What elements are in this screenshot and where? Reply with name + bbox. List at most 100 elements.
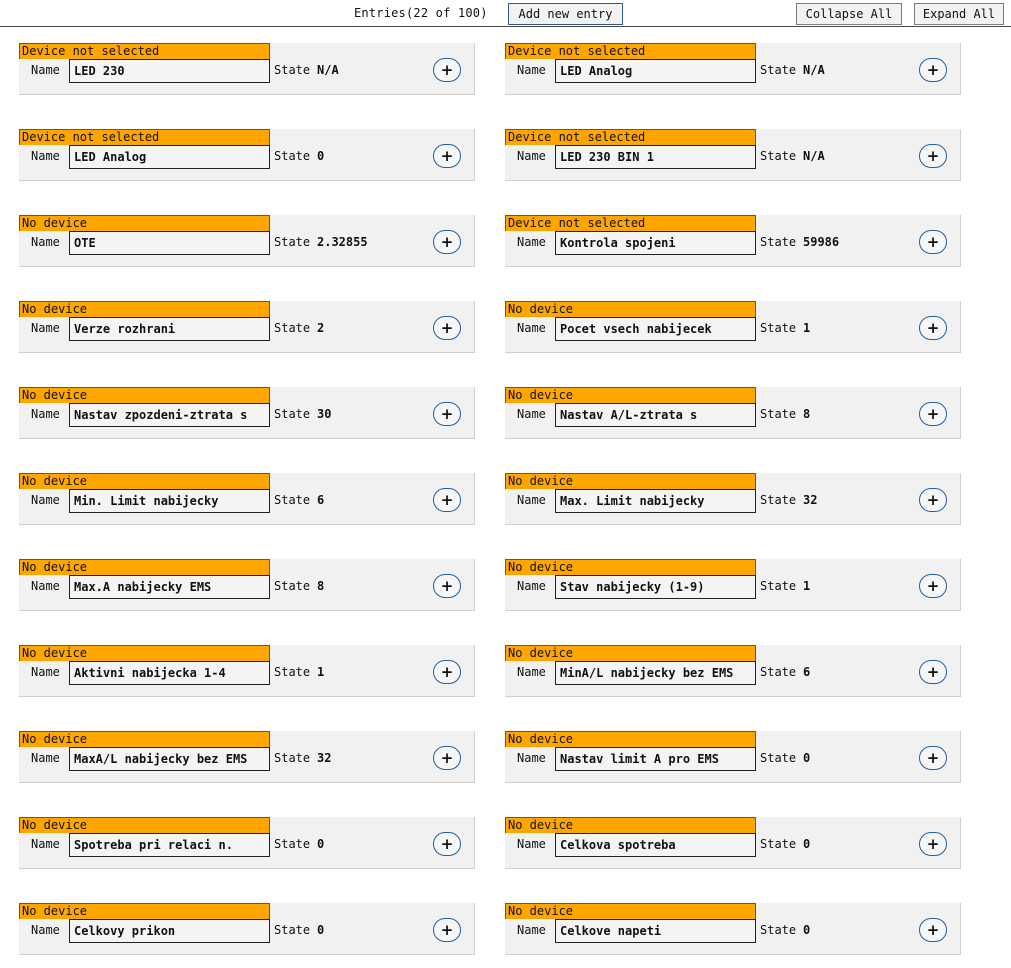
entry-card: No device Name State 32 + [19, 731, 475, 783]
state-value: 0 [317, 923, 325, 937]
entry-name-input[interactable] [555, 231, 756, 255]
plus-icon: + [926, 232, 940, 251]
entries-count-label: Entries(22 of 100) [354, 6, 488, 20]
state-label: State [760, 63, 797, 77]
entry-name-input[interactable] [69, 919, 270, 943]
entry-card: No device Name State 1 + [505, 559, 961, 611]
expand-entry-button[interactable]: + [919, 660, 947, 684]
name-label: Name [31, 751, 60, 765]
name-label: Name [517, 751, 546, 765]
expand-entry-button[interactable]: + [919, 230, 947, 254]
expand-entry-button[interactable]: + [433, 144, 461, 168]
device-status-bar: No device [505, 387, 756, 403]
state-value: 2 [317, 321, 325, 335]
expand-entry-button[interactable]: + [433, 488, 461, 512]
expand-entry-button[interactable]: + [433, 402, 461, 426]
expand-entry-button[interactable]: + [433, 832, 461, 856]
state-value: 8 [317, 579, 325, 593]
entry-card: No device Name State 0 + [505, 731, 961, 783]
expand-all-button[interactable]: Expand All [914, 3, 1004, 25]
expand-entry-button[interactable]: + [433, 746, 461, 770]
entry-name-input[interactable] [555, 403, 756, 427]
plus-icon: + [926, 490, 940, 509]
entry-card: Device not selected Name State N/A + [505, 129, 961, 181]
name-label: Name [517, 63, 546, 77]
entry-name-input[interactable] [555, 747, 756, 771]
entry-name-input[interactable] [555, 59, 756, 83]
device-status-bar: No device [19, 645, 270, 661]
device-status-bar: No device [19, 731, 270, 747]
entry-name-input[interactable] [555, 317, 756, 341]
state-label: State [274, 493, 311, 507]
state-value: 32 [317, 751, 332, 765]
entry-name-input[interactable] [69, 747, 270, 771]
state-label: State [760, 407, 797, 421]
expand-entry-button[interactable]: + [919, 746, 947, 770]
entry-name-input[interactable] [555, 145, 756, 169]
device-status-bar: No device [19, 387, 270, 403]
expand-entry-button[interactable]: + [919, 58, 947, 82]
expand-entry-button[interactable]: + [919, 832, 947, 856]
entry-name-input[interactable] [555, 575, 756, 599]
name-label: Name [517, 923, 546, 937]
expand-entry-button[interactable]: + [433, 918, 461, 942]
entry-card: No device Name State 30 + [19, 387, 475, 439]
name-label: Name [31, 63, 60, 77]
expand-entry-button[interactable]: + [433, 660, 461, 684]
expand-entry-button[interactable]: + [433, 230, 461, 254]
expand-entry-button[interactable]: + [919, 402, 947, 426]
expand-entry-button[interactable]: + [919, 316, 947, 340]
entry-card: No device Name State 0 + [19, 903, 475, 955]
entry-card: No device Name State 0 + [19, 817, 475, 869]
expand-entry-button[interactable]: + [919, 144, 947, 168]
expand-entry-button[interactable]: + [433, 58, 461, 82]
plus-icon: + [440, 318, 454, 337]
expand-entry-button[interactable]: + [433, 574, 461, 598]
name-label: Name [31, 407, 60, 421]
entry-name-input[interactable] [555, 833, 756, 857]
state-value: 0 [803, 837, 811, 851]
state-value: 1 [803, 579, 811, 593]
entry-name-input[interactable] [69, 833, 270, 857]
device-status-bar: No device [19, 559, 270, 575]
state-value: 0 [317, 837, 325, 851]
entry-name-input[interactable] [69, 403, 270, 427]
entry-name-input[interactable] [69, 317, 270, 341]
entry-name-input[interactable] [69, 661, 270, 685]
device-status-bar: No device [19, 473, 270, 489]
device-status-bar: No device [505, 301, 756, 317]
plus-icon: + [926, 576, 940, 595]
state-value: 6 [317, 493, 325, 507]
state-label: State [760, 751, 797, 765]
state-value: 30 [317, 407, 332, 421]
state-value: 59986 [803, 235, 840, 249]
toolbar: Entries(22 of 100) Add new entry Collaps… [0, 0, 1011, 27]
device-status-bar: No device [19, 817, 270, 833]
state-value: 1 [317, 665, 325, 679]
state-label: State [274, 579, 311, 593]
expand-entry-button[interactable]: + [433, 316, 461, 340]
expand-entry-button[interactable]: + [919, 574, 947, 598]
expand-entry-button[interactable]: + [919, 918, 947, 942]
name-label: Name [517, 579, 546, 593]
entry-name-input[interactable] [555, 919, 756, 943]
entry-name-input[interactable] [69, 145, 270, 169]
device-status-bar: No device [19, 301, 270, 317]
entry-name-input[interactable] [69, 489, 270, 513]
entry-name-input[interactable] [555, 489, 756, 513]
add-new-entry-button[interactable]: Add new entry [508, 3, 623, 25]
name-label: Name [31, 837, 60, 851]
expand-entry-button[interactable]: + [919, 488, 947, 512]
entry-name-input[interactable] [555, 661, 756, 685]
entry-card: No device Name State 2.32855 + [19, 215, 475, 267]
entry-name-input[interactable] [69, 59, 270, 83]
collapse-all-button[interactable]: Collapse All [796, 3, 902, 25]
entry-name-input[interactable] [69, 231, 270, 255]
entry-name-input[interactable] [69, 575, 270, 599]
entry-card: No device Name State 32 + [505, 473, 961, 525]
state-label: State [760, 493, 797, 507]
plus-icon: + [440, 662, 454, 681]
device-status-bar: No device [505, 645, 756, 661]
state-label: State [760, 149, 797, 163]
entries-grid: Device not selected Name State N/A + Dev… [19, 43, 961, 955]
